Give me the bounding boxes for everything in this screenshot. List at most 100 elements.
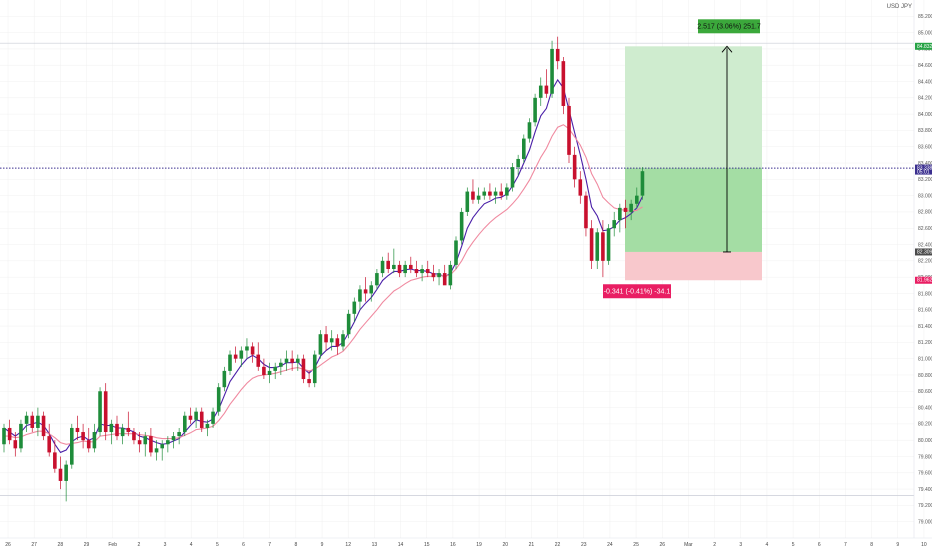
candle[interactable] bbox=[279, 358, 283, 375]
candle[interactable] bbox=[431, 264, 436, 282]
candle[interactable] bbox=[301, 354, 306, 384]
candle[interactable] bbox=[188, 407, 193, 424]
candle[interactable] bbox=[154, 440, 159, 461]
candle[interactable] bbox=[41, 411, 46, 441]
candle[interactable] bbox=[527, 118, 532, 143]
candle[interactable] bbox=[358, 285, 362, 310]
candle[interactable] bbox=[476, 187, 481, 204]
candle[interactable] bbox=[171, 432, 176, 449]
candle[interactable] bbox=[53, 440, 57, 473]
candle[interactable] bbox=[7, 419, 12, 445]
candle[interactable] bbox=[290, 350, 294, 371]
candle[interactable] bbox=[386, 252, 390, 274]
candle[interactable] bbox=[454, 236, 458, 269]
candle[interactable] bbox=[493, 187, 498, 204]
candle[interactable] bbox=[284, 350, 289, 371]
candle[interactable] bbox=[612, 211, 616, 237]
candle[interactable] bbox=[409, 256, 413, 274]
candle[interactable] bbox=[499, 183, 503, 200]
candle[interactable] bbox=[64, 460, 68, 502]
candle[interactable] bbox=[589, 220, 594, 269]
candle[interactable] bbox=[567, 97, 571, 164]
candle[interactable] bbox=[538, 77, 543, 106]
candle[interactable] bbox=[561, 57, 566, 115]
candle[interactable] bbox=[629, 199, 633, 221]
candle[interactable] bbox=[233, 346, 238, 363]
candle[interactable] bbox=[584, 191, 588, 237]
candle[interactable] bbox=[194, 407, 198, 428]
candle[interactable] bbox=[329, 330, 334, 351]
candle[interactable] bbox=[363, 277, 368, 302]
candle[interactable] bbox=[120, 423, 125, 445]
candle[interactable] bbox=[98, 387, 102, 437]
candle[interactable] bbox=[70, 423, 74, 469]
candle[interactable] bbox=[595, 228, 600, 269]
candle[interactable] bbox=[324, 326, 328, 351]
candle[interactable] bbox=[160, 440, 164, 461]
candle[interactable] bbox=[369, 281, 374, 302]
candle[interactable] bbox=[267, 362, 272, 384]
candle[interactable] bbox=[375, 269, 379, 290]
candle[interactable] bbox=[222, 366, 227, 392]
candle[interactable] bbox=[459, 207, 464, 245]
candles[interactable] bbox=[2, 36, 645, 502]
candle[interactable] bbox=[75, 415, 80, 441]
candle[interactable] bbox=[618, 203, 622, 233]
candle[interactable] bbox=[250, 342, 255, 363]
candle[interactable] bbox=[482, 187, 487, 200]
candle[interactable] bbox=[505, 183, 509, 200]
candle[interactable] bbox=[471, 179, 475, 204]
price-axis[interactable]: 85.20085.00084.80084.60084.40084.20084.0… bbox=[918, 14, 932, 525]
candle[interactable] bbox=[533, 93, 537, 127]
candle[interactable] bbox=[296, 354, 300, 371]
candle[interactable] bbox=[228, 350, 232, 375]
candle[interactable] bbox=[392, 248, 396, 274]
candle[interactable] bbox=[635, 187, 639, 208]
candle[interactable] bbox=[36, 407, 40, 437]
candle[interactable] bbox=[199, 407, 204, 433]
candle[interactable] bbox=[245, 338, 249, 359]
candle[interactable] bbox=[205, 419, 210, 437]
candle[interactable] bbox=[92, 423, 97, 453]
candle[interactable] bbox=[465, 187, 470, 217]
candle[interactable] bbox=[442, 264, 447, 286]
candle[interactable] bbox=[262, 358, 266, 380]
candle[interactable] bbox=[239, 346, 244, 367]
candle[interactable] bbox=[24, 411, 29, 433]
candle[interactable] bbox=[623, 199, 628, 229]
time-axis[interactable]: 26 27 28 29 Feb 2 3 4 5 6 7 8 9 12 13 14 15 16 19 20 21 22 23 2… bbox=[5, 542, 932, 548]
candle[interactable] bbox=[425, 260, 430, 278]
candle[interactable] bbox=[103, 383, 108, 441]
candle[interactable] bbox=[2, 423, 6, 453]
candle[interactable] bbox=[256, 342, 261, 371]
candle[interactable] bbox=[216, 383, 221, 416]
candle[interactable] bbox=[312, 350, 317, 388]
candle[interactable] bbox=[420, 264, 424, 282]
candle[interactable] bbox=[137, 432, 142, 453]
candle[interactable] bbox=[166, 436, 170, 453]
candle[interactable] bbox=[273, 362, 277, 380]
candle[interactable] bbox=[86, 427, 91, 453]
candle[interactable] bbox=[19, 419, 23, 453]
candle[interactable] bbox=[115, 415, 119, 441]
candle[interactable] bbox=[318, 330, 323, 359]
candle[interactable] bbox=[341, 330, 345, 351]
candle[interactable] bbox=[177, 427, 181, 445]
candle[interactable] bbox=[606, 224, 611, 265]
candle[interactable] bbox=[397, 260, 402, 278]
candle[interactable] bbox=[30, 411, 35, 433]
candle[interactable] bbox=[522, 134, 526, 164]
candle[interactable] bbox=[550, 40, 554, 98]
candle[interactable] bbox=[516, 154, 520, 176]
candle[interactable] bbox=[640, 167, 645, 200]
candle[interactable] bbox=[307, 370, 311, 388]
candle[interactable] bbox=[143, 432, 148, 457]
candle[interactable] bbox=[346, 309, 351, 339]
candle[interactable] bbox=[109, 419, 114, 445]
candle[interactable] bbox=[414, 260, 419, 278]
candle[interactable] bbox=[555, 36, 560, 70]
candle[interactable] bbox=[211, 407, 215, 428]
candle[interactable] bbox=[437, 269, 441, 286]
candle[interactable] bbox=[335, 334, 340, 355]
